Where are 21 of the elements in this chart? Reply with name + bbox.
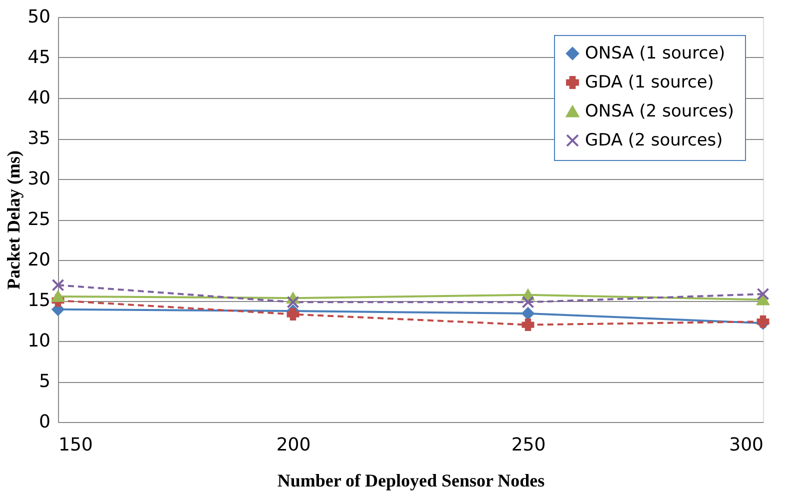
y-tick-label: 30 <box>28 168 50 190</box>
x-tick-label: 300 <box>729 434 764 456</box>
y-tick-label: 15 <box>28 290 50 311</box>
y-tick-label: 35 <box>28 128 50 149</box>
x-axis-title: Number of Deployed Sensor Nodes <box>277 470 545 490</box>
y-tick-label: 0 <box>39 412 50 432</box>
x-tick-label: 200 <box>276 434 311 456</box>
y-tick-label: 20 <box>28 250 50 270</box>
y-tick-label: 5 <box>39 371 50 392</box>
y-tick-label: 40 <box>28 88 50 108</box>
legend-label: GDA (1 source) <box>585 72 714 92</box>
x-tick-label: 250 <box>511 434 546 456</box>
y-tick-label: 10 <box>28 330 50 352</box>
x-tick-label: 150 <box>58 434 93 456</box>
y-tick-label: 25 <box>28 209 50 230</box>
legend-label: GDA (2 sources) <box>585 130 723 150</box>
y-tick-label: 50 <box>28 6 50 28</box>
legend-label: ONSA (1 source) <box>585 44 726 64</box>
legend-label: ONSA (2 sources) <box>585 102 734 122</box>
y-tick-label: 45 <box>28 47 50 68</box>
y-axis-title: Packet Delay (ms) <box>4 150 24 290</box>
